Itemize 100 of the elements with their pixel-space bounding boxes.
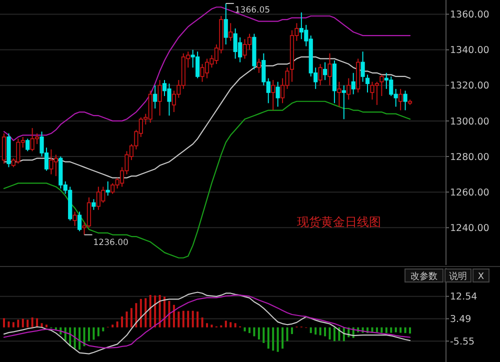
candlestick [398,88,403,111]
bar [276,327,279,352]
bar [267,327,270,349]
y-tick-label: 1340.00 [450,45,490,56]
candlestick [271,80,276,111]
bar [282,327,284,349]
bar [22,318,24,328]
bar [45,324,48,328]
y-tick-label: 1300.00 [450,116,490,128]
annotation: 1236.00 [93,238,128,248]
bar [130,308,132,328]
bar [224,320,227,328]
bar [126,312,128,328]
candlestick [318,64,322,86]
bar [168,300,170,328]
bar [149,294,152,328]
candlestick [77,211,82,232]
candlestick [342,84,346,120]
candlestick [238,36,242,63]
bar [314,327,317,335]
y-tick-label: 12.54 [450,292,478,303]
candlestick [92,198,96,210]
bar [135,303,138,328]
candlestick [328,52,332,86]
annotation: 改参数 [410,271,438,282]
candlestick [380,74,384,97]
bar [187,310,190,328]
bar [116,321,118,328]
candlestick [337,81,342,108]
button: X [472,268,490,282]
candlestick [153,84,158,109]
candlestick [403,90,408,111]
bar [164,296,166,328]
bar [201,317,204,328]
candlestick [365,74,370,93]
bar [83,327,86,346]
button: 改参数 [404,268,444,282]
candlestick [351,72,356,95]
bar [272,327,274,351]
bar [97,327,100,336]
candlestick [224,2,228,45]
candlestick [2,132,6,164]
annotation: 1366.05 [234,5,270,16]
candlestick [228,22,233,42]
bar [262,327,265,343]
candlestick [322,62,328,81]
bar [172,304,175,328]
bar [258,327,260,340]
bar [92,327,95,340]
bar [286,327,288,342]
bar [8,321,10,328]
candlestick [360,51,365,82]
candlestick [26,138,30,152]
bar [31,317,34,328]
candlestick [346,78,351,100]
candlestick [72,211,77,226]
bar [196,312,199,328]
bar [78,327,81,350]
bar [376,327,378,332]
bar [3,318,5,328]
bar [154,295,156,328]
y-tick-label: 1360.00 [450,10,490,21]
bar [253,327,256,336]
bar [144,298,147,328]
bar [234,323,236,328]
bar [158,294,161,328]
bar [121,316,124,328]
bar [206,323,208,328]
bar [310,327,312,334]
bar [328,327,331,340]
bar [319,327,322,336]
y-tick-label: 3.49 [450,314,472,326]
y-tick-label: 1260.00 [450,187,490,198]
candlestick [158,80,162,116]
bar [88,327,90,342]
bar [390,327,392,333]
bar [140,298,142,328]
bar [26,320,29,328]
bar [404,327,406,334]
bar [394,327,397,332]
bar [230,322,232,328]
line-series [3,6,411,142]
annotation: 现货黄金日线图 [297,215,381,229]
candlestick [106,180,110,196]
button: 说明 [444,268,472,282]
bar [409,327,411,334]
bar [324,327,326,336]
y-tick-label: -5.55 [450,336,475,348]
bar [248,327,250,334]
bar [333,327,336,342]
bar [17,320,20,328]
y-tick-label: 1320.00 [450,80,490,92]
bar [12,322,14,328]
bar [182,310,184,328]
candlestick [256,58,261,74]
y-tick-label: 1280.00 [450,152,490,163]
bar [290,327,293,334]
bar [192,310,194,328]
bar [244,327,246,332]
candlestick [276,81,280,108]
